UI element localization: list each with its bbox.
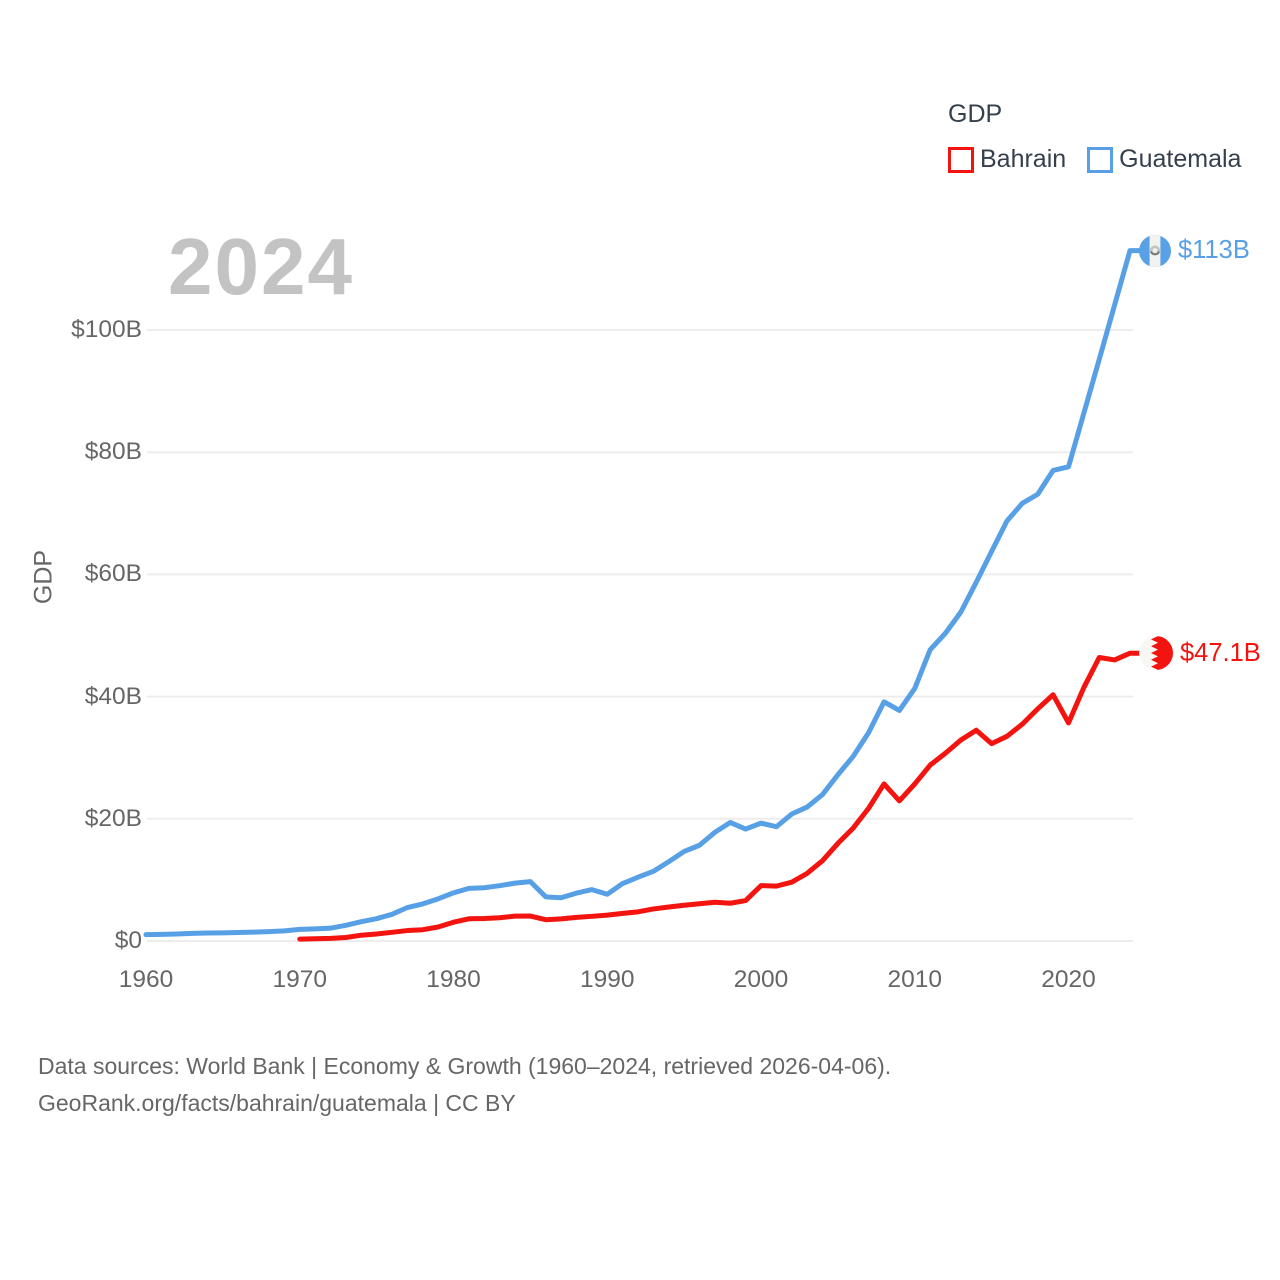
guatemala-flag-icon xyxy=(1139,234,1171,267)
bahrain-value-label: $47.1B xyxy=(1180,638,1261,667)
y-tick-label: $20B xyxy=(84,804,142,832)
year-watermark: 2024 xyxy=(168,222,354,311)
bahrain-swatch-icon xyxy=(948,146,974,173)
legend-item-bahrain[interactable]: Bahrain xyxy=(948,145,1066,174)
y-tick-label: $60B xyxy=(84,560,142,588)
footer-attribution-line: GeoRank.org/facts/bahrain/guatemala | CC… xyxy=(38,1090,516,1116)
y-tick-label: $100B xyxy=(71,316,142,343)
legend-title: GDP xyxy=(948,100,1003,128)
legend-items: Bahrain Guatemala xyxy=(948,145,1241,174)
legend-label-bahrain: Bahrain xyxy=(980,145,1067,173)
x-tick-label: 2000 xyxy=(733,966,789,993)
guatemala-line xyxy=(143,248,1145,938)
x-tick-label: 2020 xyxy=(1041,966,1096,993)
footer-sources-line: Data sources: World Bank | Economy & Gro… xyxy=(38,1053,892,1079)
y-tick-label: $80B xyxy=(84,438,142,466)
guatemala-value-label: $113B xyxy=(1178,236,1250,265)
x-tick-label: 1960 xyxy=(118,966,174,993)
legend-label-guatemala: Guatemala xyxy=(1119,145,1242,173)
bahrain-flag-icon xyxy=(1139,636,1173,671)
legend-item-guatemala[interactable]: Guatemala xyxy=(1087,145,1241,174)
guatemala-swatch-icon xyxy=(1087,146,1114,173)
y-tick-label: $0 xyxy=(114,927,142,954)
x-tick-label: 1990 xyxy=(579,966,635,993)
bahrain-line xyxy=(297,650,1145,942)
x-tick-label: 1980 xyxy=(426,966,481,993)
x-tick-label: 1970 xyxy=(272,966,328,993)
footer: Data sources: World Bank | Economy & Gro… xyxy=(38,1048,891,1122)
y-tick-label: $40B xyxy=(84,682,142,710)
y-axis-title: GDP xyxy=(29,549,58,605)
x-tick-label: 2010 xyxy=(887,966,943,993)
bahrain-end-label: $47.1B xyxy=(1139,636,1261,671)
guatemala-end-label: $113B xyxy=(1139,234,1250,267)
legend: GDP Bahrain Guatemala xyxy=(948,100,1241,174)
